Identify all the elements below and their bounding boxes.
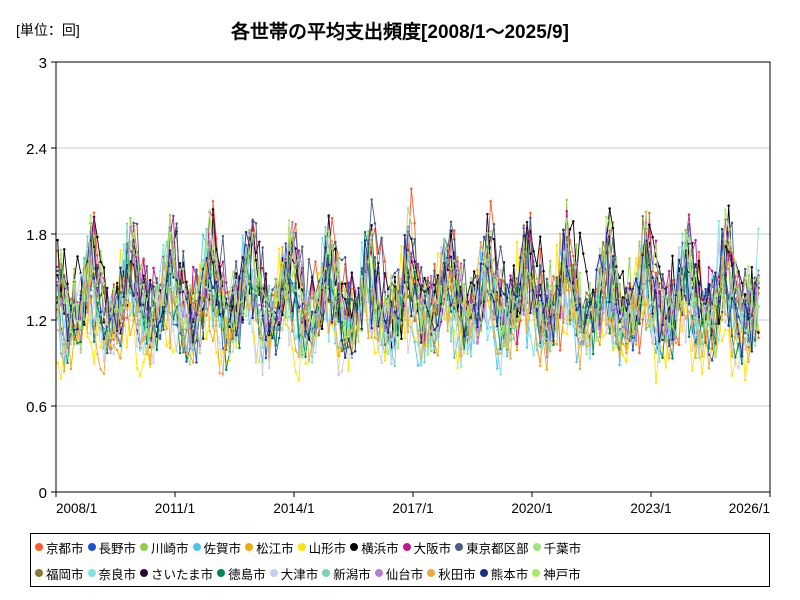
legend-marker-icon — [479, 569, 488, 577]
legend-item[interactable]: 松江市 — [245, 538, 298, 557]
legend-marker-icon — [532, 569, 541, 577]
legend-item-label: 長野市 — [98, 541, 137, 556]
legend-item[interactable]: 京都市 — [35, 538, 88, 557]
y-tick-label: 3 — [39, 55, 47, 72]
legend-marker-icon — [35, 569, 43, 577]
y-tick-label: 1.8 — [26, 227, 47, 244]
legend-row-1: 京都市 長野市 川崎市 佐賀市 松江市 山形市 横浜市 大阪市 東京都区部 千葉市 — [31, 534, 769, 560]
legend-marker-icon — [245, 543, 254, 551]
legend-marker-icon — [322, 569, 331, 577]
legend-item[interactable]: さいたま市 — [140, 564, 217, 583]
plot-border-top — [55, 61, 771, 493]
legend-marker-icon — [455, 543, 464, 551]
legend: 京都市 長野市 川崎市 佐賀市 松江市 山形市 横浜市 大阪市 東京都区部 千葉市 福岡市 奈良市さ… — [30, 533, 770, 587]
y-tick-label: 0.6 — [26, 399, 47, 416]
legend-item-label: 松江市 — [256, 541, 294, 556]
x-tick-label: 2020/1 — [511, 501, 552, 516]
legend-item-label: 奈良市 — [98, 567, 137, 582]
legend-marker-icon — [427, 569, 436, 577]
legend-item-label: 神戸市 — [543, 567, 581, 582]
legend-item[interactable]: 東京都区部 — [455, 538, 533, 557]
legend-item-label: 京都市 — [46, 541, 84, 556]
legend-item[interactable]: 大阪市 — [402, 538, 456, 557]
x-tick-label: 2011/1 — [155, 501, 195, 516]
legend-item-label: 福岡市 — [46, 567, 84, 582]
series-markers — [56, 208, 760, 356]
legend-item-label: 横浜市 — [361, 541, 399, 556]
legend-item-label: 仙台市 — [385, 567, 424, 582]
legend-marker-icon — [140, 569, 149, 577]
x-tick-label: 2014/1 — [273, 501, 314, 516]
y-tick-label: 0 — [39, 485, 47, 502]
series-markers — [56, 227, 760, 359]
legend-marker-icon — [217, 569, 226, 577]
legend-marker-icon — [140, 543, 149, 551]
legend-item[interactable]: 福岡市 — [35, 564, 88, 583]
legend-item-label: 川崎市 — [151, 541, 189, 556]
x-tick-label: 2023/1 — [630, 501, 671, 516]
legend-item-label: 山形市 — [308, 541, 347, 556]
legend-item-label: さいたま市 — [151, 567, 214, 582]
x-tick-label: 2008/1 — [56, 501, 97, 516]
legend-item-label: 熊本市 — [490, 567, 529, 582]
legend-item[interactable]: 千葉市 — [532, 538, 586, 557]
legend-item[interactable]: 熊本市 — [479, 564, 533, 583]
legend-marker-icon — [192, 543, 201, 551]
y-tick-label: 1.2 — [26, 313, 47, 330]
legend-item[interactable]: 神戸市 — [532, 564, 585, 583]
legend-item-label: 秋田市 — [438, 567, 476, 582]
legend-item[interactable]: 奈良市 — [87, 564, 141, 583]
legend-item[interactable]: 横浜市 — [350, 538, 403, 557]
legend-marker-icon — [532, 543, 541, 551]
legend-item-label: 千葉市 — [543, 541, 582, 556]
page-title: 各世帯の平均支出頻度[2008/1～2025/9] — [231, 22, 569, 43]
legend-item[interactable]: 山形市 — [297, 538, 351, 557]
legend-marker-icon — [269, 569, 278, 577]
legend-marker-icon — [350, 543, 359, 551]
legend-marker-icon — [35, 543, 43, 551]
legend-item-label: 徳島市 — [228, 567, 266, 582]
legend-item[interactable]: 川崎市 — [140, 538, 193, 557]
legend-item[interactable]: 徳島市 — [217, 564, 270, 583]
legend-marker-icon — [402, 543, 411, 551]
legend-marker-icon — [87, 543, 96, 551]
legend-item[interactable]: 仙台市 — [374, 564, 428, 583]
legend-item[interactable]: 大津市 — [269, 564, 323, 583]
unit-label: [単位：回] — [16, 22, 80, 38]
y-tick-label: 2.4 — [26, 141, 47, 158]
legend-item-label: 佐賀市 — [203, 541, 242, 556]
legend-item[interactable]: 秋田市 — [427, 564, 480, 583]
legend-marker-icon — [374, 569, 383, 577]
x-tick-label: 2026/1 — [729, 501, 770, 516]
legend-marker-icon — [87, 569, 96, 577]
legend-item[interactable]: 新潟市 — [322, 564, 375, 583]
legend-item-label: 新潟市 — [333, 567, 371, 582]
legend-item-label: 大津市 — [280, 567, 319, 582]
legend-item-label: 大阪市 — [413, 541, 452, 556]
legend-marker-icon — [297, 543, 306, 551]
legend-item-label: 東京都区部 — [466, 541, 529, 556]
legend-row-2: 福岡市 奈良市 さいたま市 徳島市 大津市 新潟市 仙台市 秋田市 熊本市 神戸市 — [31, 560, 769, 586]
legend-item[interactable]: 佐賀市 — [192, 538, 246, 557]
legend-item[interactable]: 長野市 — [87, 538, 141, 557]
x-tick-label: 2017/1 — [392, 501, 433, 516]
